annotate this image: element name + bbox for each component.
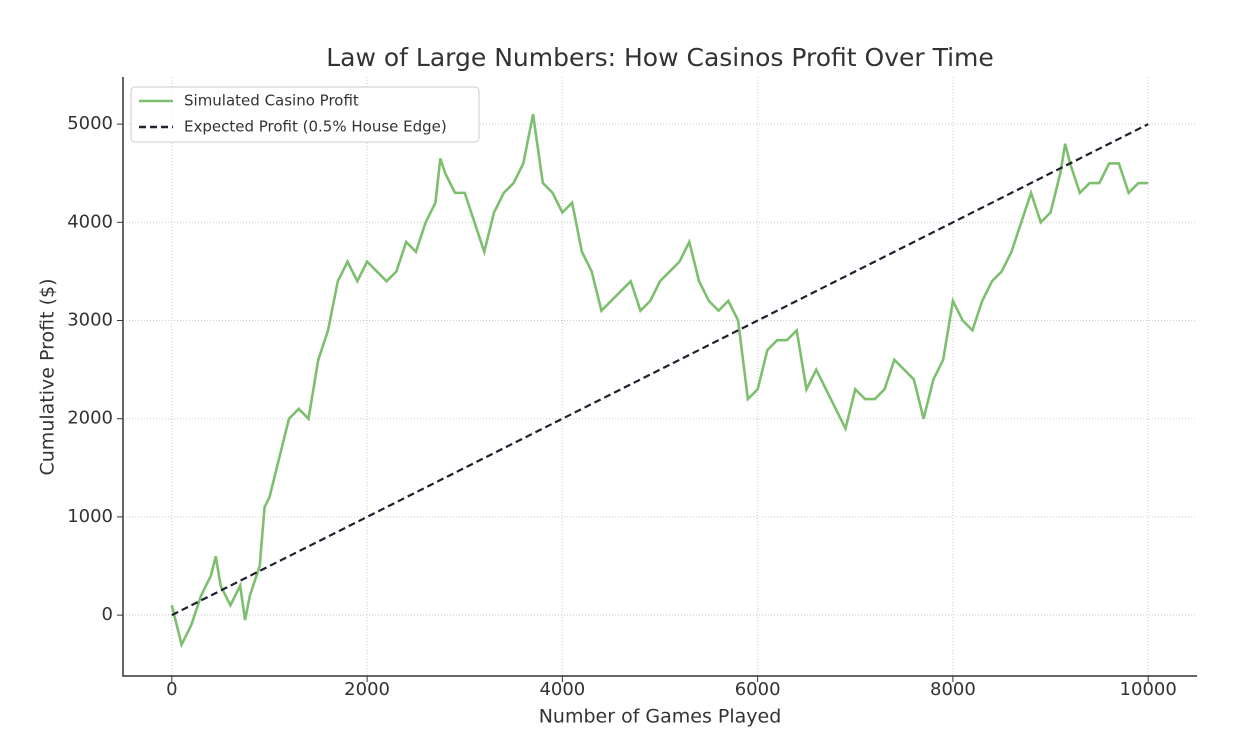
x-tick-label: 2000 (344, 679, 390, 700)
y-tick-label: 3000 (67, 310, 113, 331)
x-tick-label: 10000 (1120, 679, 1177, 700)
legend-label: Expected Profit (0.5% House Edge) (184, 118, 447, 136)
y-axis-label: Cumulative Profit ($) (37, 279, 59, 476)
x-tick-label: 4000 (539, 679, 585, 700)
legend-box (130, 86, 480, 143)
y-tick-label: 0 (102, 604, 113, 625)
x-tick-label: 8000 (930, 679, 976, 700)
series-line (170, 114, 1149, 649)
y-tick-label: 4000 (67, 211, 113, 232)
series-line (171, 123, 1149, 617)
x-tick-label: 0 (166, 679, 177, 700)
y-tick-label: 2000 (67, 408, 113, 429)
y-tick-label: 5000 (67, 113, 113, 134)
axes-frame (122, 77, 1197, 677)
chart-title: Law of Large Numbers: How Casinos Profit… (326, 43, 994, 72)
x-tick-label: 6000 (735, 679, 781, 700)
y-tick-label: 1000 (67, 506, 113, 527)
legend-label: Simulated Casino Profit (184, 92, 359, 110)
x-axis-label: Number of Games Played (539, 706, 782, 728)
